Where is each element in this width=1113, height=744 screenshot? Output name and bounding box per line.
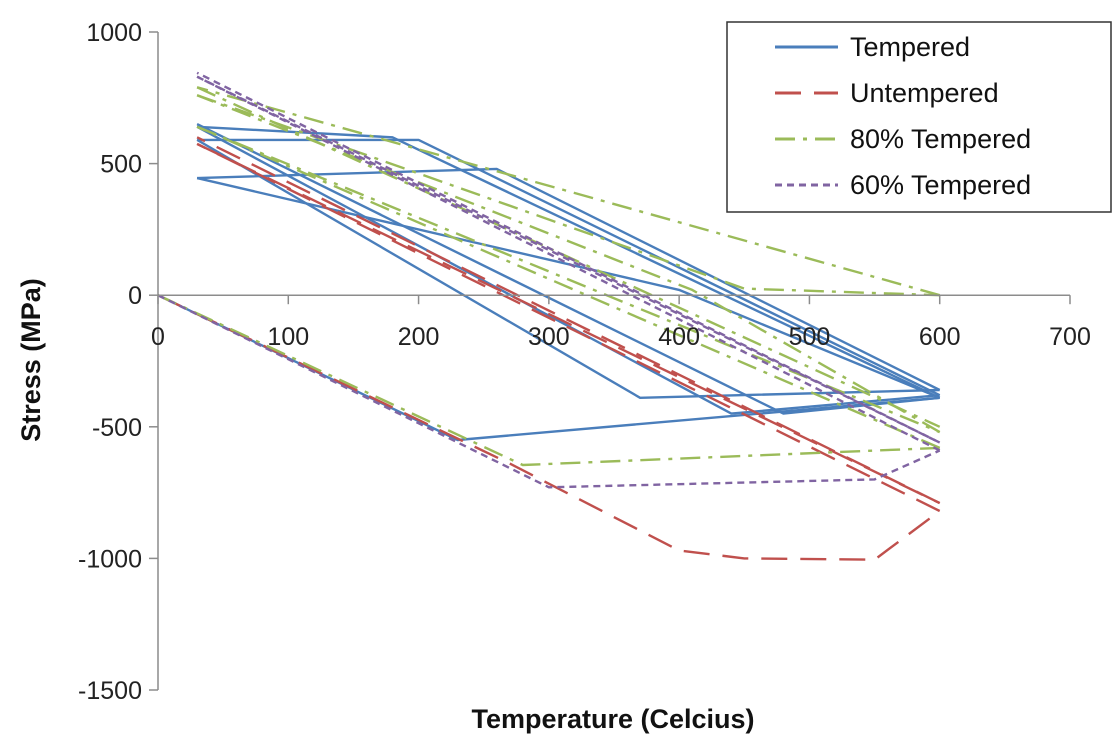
y-tick-label: -1500 (78, 677, 142, 705)
x-tick-label: 400 (658, 323, 700, 351)
y-tick-label: -500 (92, 414, 142, 442)
x-tick-label: 100 (267, 323, 309, 351)
x-tick-label: 700 (1049, 323, 1091, 351)
series-line (196, 125, 940, 415)
series-line (196, 86, 941, 428)
x-tick-label: 300 (528, 323, 570, 351)
series-line (196, 136, 941, 505)
series-line (197, 138, 941, 397)
series-line (157, 294, 940, 467)
series-line (157, 294, 941, 561)
series-line (196, 86, 941, 297)
series-line (196, 71, 941, 444)
plot-marks (157, 71, 941, 561)
axes: 1000 500 0 -500 -1000 -1500 0 100 200 300 400 500 60… (78, 19, 1091, 705)
series-line (157, 294, 941, 489)
x-axis-title: Temperature (Celcius) (471, 704, 754, 734)
series-line (196, 94, 941, 434)
series-60-tempered (157, 71, 941, 489)
y-axis-title: Stress (MPa) (16, 278, 46, 442)
legend-label: 60% Tempered (850, 170, 1031, 200)
legend-label: Untempered (850, 78, 999, 108)
x-tick-label: 600 (919, 323, 961, 351)
y-tick-label: -1000 (78, 545, 142, 573)
y-tick-label: 0 (128, 282, 142, 310)
series-line (196, 75, 941, 452)
series-line (197, 125, 941, 399)
x-tick-label: 200 (398, 323, 440, 351)
y-tick-label: 500 (100, 151, 142, 179)
series-line (196, 125, 941, 450)
legend-label: Tempered (850, 32, 970, 62)
x-tick-label: 500 (789, 323, 831, 351)
x-tick-label: 0 (151, 323, 165, 351)
legend-label: 80% Tempered (850, 124, 1031, 154)
legend-box (726, 21, 1112, 213)
y-tick-label: 1000 (86, 19, 142, 47)
series-line (196, 94, 940, 297)
series-line (196, 142, 941, 513)
series-untempered (157, 136, 941, 561)
legend: Tempered Untempered 80% Tempered 60% Temper… (726, 21, 1112, 213)
series-line (197, 167, 941, 392)
